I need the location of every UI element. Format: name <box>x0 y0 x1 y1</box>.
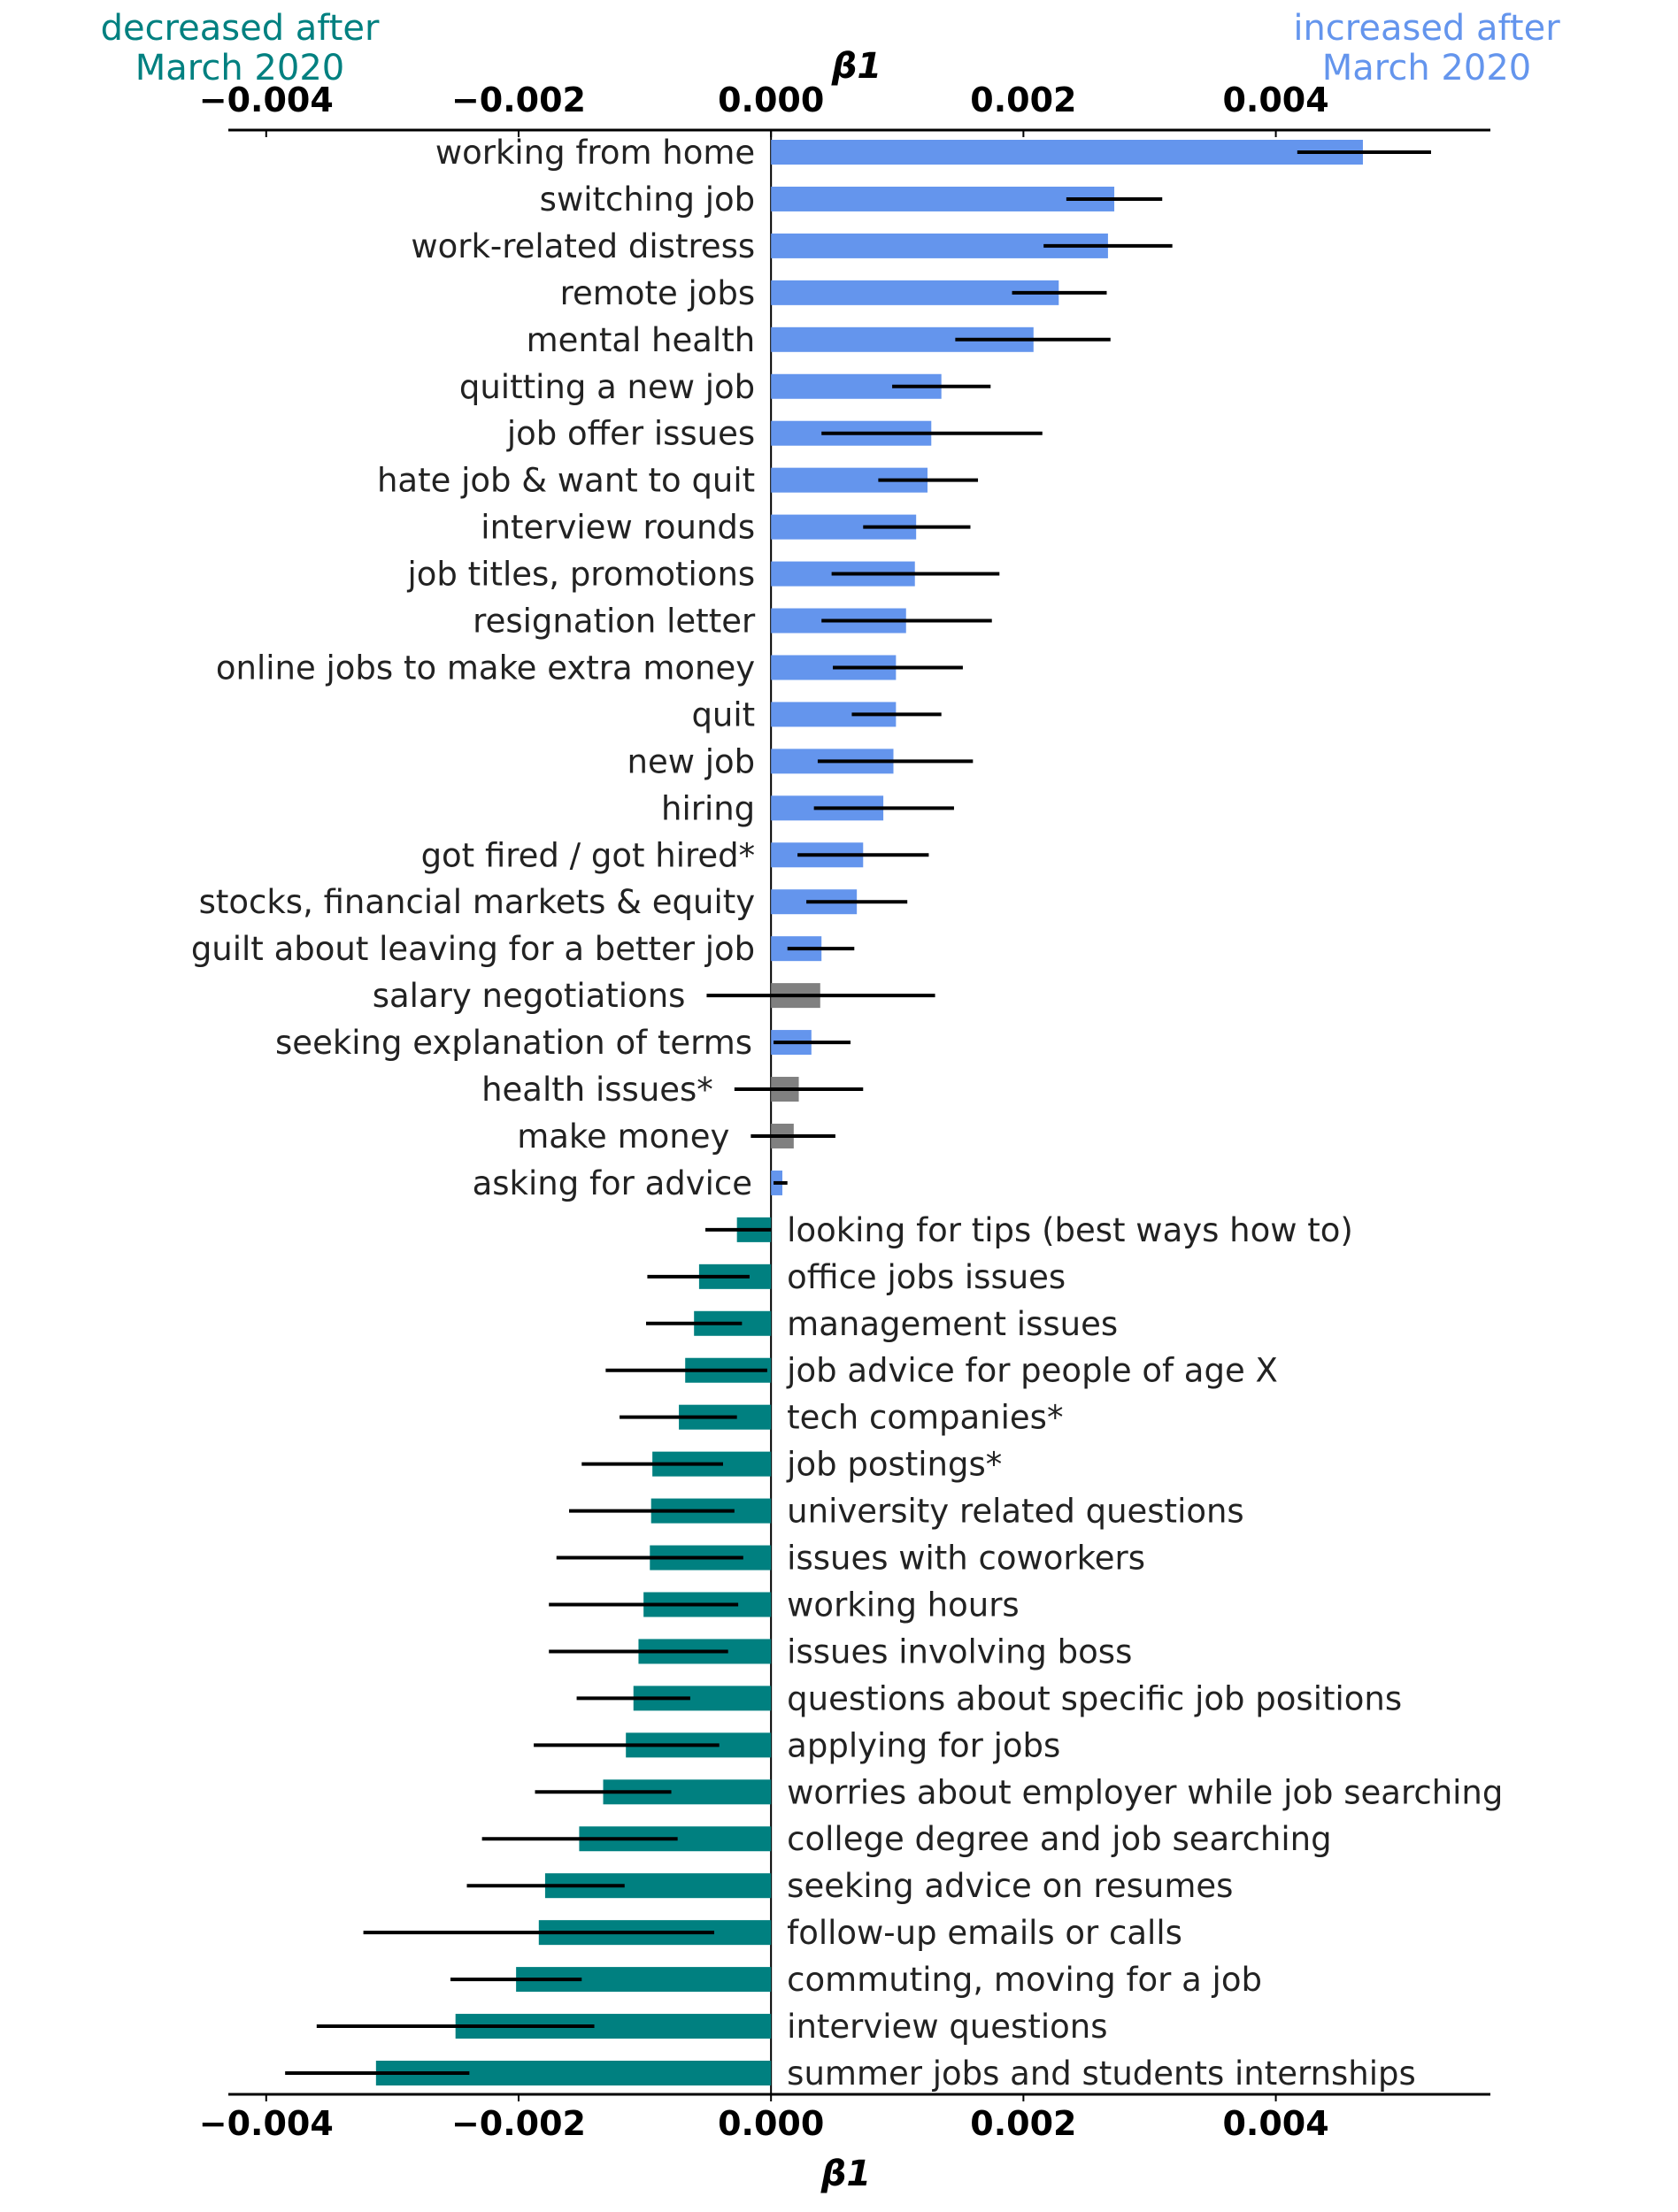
category-label: summer jobs and students internships <box>787 2055 1416 2093</box>
x-tick-label-top: −0.002 <box>451 81 586 119</box>
category-label: working from home <box>435 134 755 172</box>
category-label: work-related distress <box>411 227 755 265</box>
annotation-increased-line1: increased after <box>1293 8 1560 49</box>
category-label: job titles, promotions <box>407 556 756 594</box>
category-label: tech companies* <box>787 1399 1063 1437</box>
category-label: interview questions <box>787 2008 1107 2046</box>
category-label: stocks, financial markets & equity <box>199 883 756 921</box>
x-tick-label-top: 0.000 <box>718 81 824 119</box>
category-label: asking for advice <box>473 1164 752 1202</box>
category-label: hiring <box>661 789 755 827</box>
category-label: issues with coworkers <box>787 1540 1145 1578</box>
category-label: hate job & want to quit <box>377 462 755 500</box>
category-label: office jobs issues <box>787 1258 1066 1296</box>
x-tick-label-bottom: −0.004 <box>199 2104 334 2143</box>
x-tick-label-bottom: 0.004 <box>1222 2104 1328 2143</box>
category-label: job offer issues <box>506 415 755 453</box>
category-label: seeking explanation of terms <box>275 1024 752 1062</box>
category-label: resignation letter <box>473 603 756 641</box>
category-label: job advice for people of age X <box>786 1352 1278 1390</box>
bar-increased <box>771 280 1059 305</box>
category-label: interview rounds <box>481 509 755 547</box>
category-label: management issues <box>787 1305 1118 1343</box>
category-label: online jobs to make extra money <box>216 649 755 687</box>
x-tick-label-bottom: 0.000 <box>718 2104 824 2143</box>
category-label: follow-up emails or calls <box>787 1914 1182 1952</box>
category-label: salary negotiations <box>373 977 686 1015</box>
category-label: quitting a new job <box>459 368 755 406</box>
x-tick-label-bottom: −0.002 <box>451 2104 586 2143</box>
category-label: commuting, moving for a job <box>787 1961 1262 1999</box>
category-label: health issues* <box>481 1071 713 1109</box>
annotation-decreased-line2: March 2020 <box>135 48 344 88</box>
annotation-decreased-line1: decreased after <box>101 8 380 49</box>
category-label: questions about specific job positions <box>787 1679 1402 1717</box>
category-label: looking for tips (best ways how to) <box>787 1211 1353 1249</box>
annotation-increased-line2: March 2020 <box>1322 48 1531 88</box>
category-label: issues involving boss <box>787 1632 1132 1671</box>
category-label: make money <box>517 1118 729 1156</box>
category-label: university related questions <box>787 1493 1244 1531</box>
x-tick-label-top: 0.002 <box>970 81 1076 119</box>
category-label: worries about employer while job searchi… <box>787 1773 1503 1811</box>
x-tick-label-top: 0.004 <box>1222 81 1328 119</box>
category-label: working hours <box>787 1586 1020 1624</box>
category-label: remote jobs <box>560 274 756 312</box>
category-label: got fired / got hired* <box>421 836 756 874</box>
category-label: college degree and job searching <box>787 1820 1331 1858</box>
category-label: applying for jobs <box>787 1726 1060 1764</box>
category-label: job postings* <box>786 1446 1002 1484</box>
category-label: mental health <box>527 321 756 359</box>
bar-increased <box>771 186 1115 211</box>
category-label: new job <box>627 742 756 780</box>
x-axis-label-top: β1 <box>831 46 881 87</box>
category-label: guilt about leaving for a better job <box>191 930 755 968</box>
category-label: quit <box>691 695 755 733</box>
category-label: switching job <box>540 180 756 219</box>
x-axis-label-bottom: β1 <box>820 2154 871 2194</box>
category-label: seeking advice on resumes <box>787 1867 1233 1905</box>
x-tick-label-bottom: 0.002 <box>970 2104 1076 2143</box>
bar-increased <box>771 140 1363 165</box>
x-tick-label-top: −0.004 <box>199 81 334 119</box>
